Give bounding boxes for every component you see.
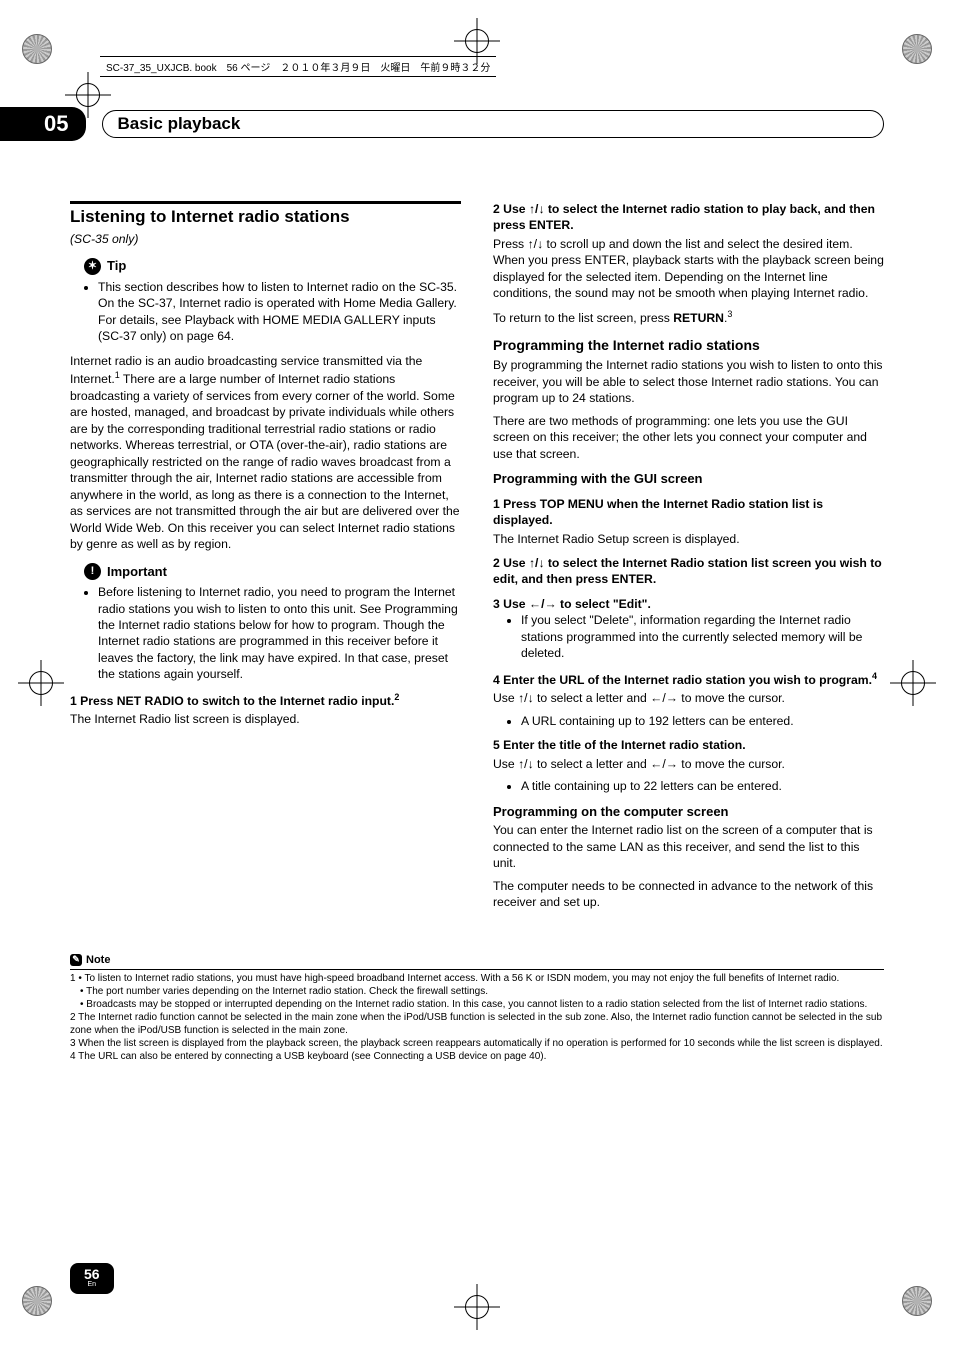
computer-para1: You can enter the Internet radio list on…	[493, 822, 884, 871]
page: SC-37_35_UXJCB. book 56 ページ ２０１０年３月９日 火曜…	[0, 0, 954, 1350]
right-column: 2 Use ↑/↓ to select the Internet radio s…	[493, 201, 884, 917]
page-number-badge: 56 En	[70, 1263, 114, 1294]
gui-step-1: 1 Press TOP MENU when the Internet Radio…	[493, 496, 884, 529]
footnote-ref-3: 3	[727, 309, 732, 319]
note-header: ✎ Note	[70, 953, 884, 970]
chapter-title: Basic playback	[117, 114, 240, 133]
tip-label-row: ✶ Tip	[84, 257, 461, 275]
gui-step-5-bullet: A title containing up to 22 letters can …	[521, 778, 884, 794]
programming-para2: There are two methods of programming: on…	[493, 413, 884, 462]
important-icon: !	[84, 563, 101, 580]
gui-step-3-list: If you select "Delete", information rega…	[507, 612, 884, 661]
important-label: Important	[107, 563, 167, 581]
gui-step-4: 4 Enter the URL of the Internet radio st…	[493, 670, 884, 689]
gui-step-4-list: A URL containing up to 192 letters can b…	[507, 713, 884, 729]
gui-step-4-bullet: A URL containing up to 192 letters can b…	[521, 713, 884, 729]
chapter-title-wrap: Basic playback	[102, 110, 884, 138]
tip-icon: ✶	[84, 258, 101, 275]
gui-step-5-list: A title containing up to 22 letters can …	[507, 778, 884, 794]
page-lang: En	[84, 1281, 100, 1288]
note-2: 2 The Internet radio function cannot be …	[70, 1011, 884, 1037]
gui-step-4-text: 4 Enter the URL of the Internet radio st…	[493, 673, 872, 687]
gui-step-3-bullet: If you select "Delete", information rega…	[521, 612, 884, 661]
gui-step-3: 3 Use ←/→ to select "Edit".	[493, 596, 884, 612]
tip-list: This section describes how to listen to …	[84, 279, 461, 345]
important-list: Before listening to Internet radio, you …	[84, 584, 461, 683]
section-title: Listening to Internet radio stations	[70, 206, 461, 229]
left-step-1-after: The Internet Radio list screen is displa…	[70, 711, 461, 727]
return-pre: To return to the list screen, press	[493, 311, 673, 325]
gui-step-2: 2 Use ↑/↓ to select the Internet Radio s…	[493, 555, 884, 588]
model-note: (SC-35 only)	[70, 231, 461, 247]
return-label: RETURN	[673, 311, 724, 325]
left-column: Listening to Internet radio stations (SC…	[70, 201, 461, 917]
book-header: SC-37_35_UXJCB. book 56 ページ ２０１０年３月９日 火曜…	[100, 56, 496, 77]
note-1c: • Broadcasts may be stopped or interrupt…	[70, 998, 884, 1011]
right-step-2: 2 Use ↑/↓ to select the Internet radio s…	[493, 201, 884, 234]
page-number: 56	[84, 1266, 100, 1282]
note-1b: • The port number varies depending on th…	[70, 985, 884, 998]
right-step-2-para2: To return to the list screen, press RETU…	[493, 308, 884, 327]
important-label-row: ! Important	[84, 563, 461, 581]
note-1a: 1 • To listen to Internet radio stations…	[70, 972, 884, 985]
content-columns: Listening to Internet radio stations (SC…	[70, 201, 884, 917]
footnote-ref-4: 4	[872, 671, 877, 681]
note-label: Note	[86, 953, 110, 967]
gui-step-5: 5 Enter the title of the Internet radio …	[493, 737, 884, 753]
note-4: 4 The URL can also be entered by connect…	[70, 1050, 884, 1063]
left-step-1: 1 Press NET RADIO to switch to the Inter…	[70, 691, 461, 710]
right-step-2-para1: Press ↑/↓ to scroll up and down the list…	[493, 236, 884, 302]
gui-step-1-after: The Internet Radio Setup screen is displ…	[493, 531, 884, 547]
intro-para: Internet radio is an audio broadcasting …	[70, 353, 461, 553]
intro-para-b: There are a large number of Internet rad…	[70, 372, 460, 551]
footnote-ref-2: 2	[394, 692, 399, 702]
footnotes: ✎ Note 1 • To listen to Internet radio s…	[70, 953, 884, 1063]
tip-bullet: This section describes how to listen to …	[98, 279, 461, 345]
note-icon: ✎	[70, 954, 82, 966]
programming-computer-heading: Programming on the computer screen	[493, 803, 884, 821]
note-3: 3 When the list screen is displayed from…	[70, 1037, 884, 1050]
chapter-header: 05 Basic playback	[70, 107, 884, 141]
tip-label: Tip	[107, 257, 126, 275]
programming-gui-heading: Programming with the GUI screen	[493, 470, 884, 488]
section-rule	[70, 201, 461, 204]
programming-para1: By programming the Internet radio statio…	[493, 357, 884, 406]
computer-para2: The computer needs to be connected in ad…	[493, 878, 884, 911]
gui-step-5-after: Use ↑/↓ to select a letter and ←/→ to mo…	[493, 756, 884, 772]
programming-heading: Programming the Internet radio stations	[493, 336, 884, 355]
left-step-1-text: 1 Press NET RADIO to switch to the Inter…	[70, 694, 394, 708]
important-bullet: Before listening to Internet radio, you …	[98, 584, 461, 683]
gui-step-4-after: Use ↑/↓ to select a letter and ←/→ to mo…	[493, 690, 884, 706]
chapter-number: 05	[0, 107, 86, 141]
